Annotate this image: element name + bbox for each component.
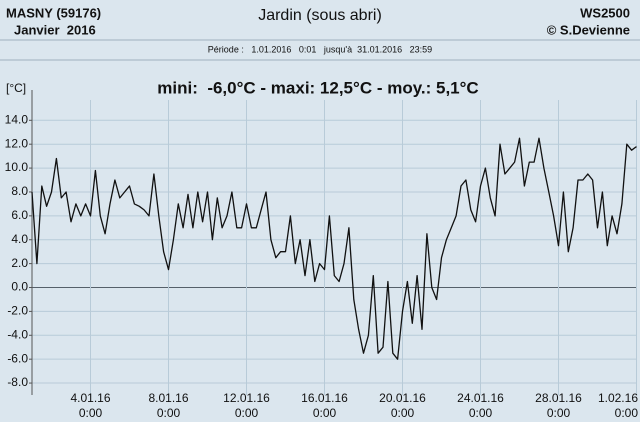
y-tick-label: -2.0 bbox=[7, 304, 28, 318]
x-tick-label: 1.02.16 0:00 bbox=[598, 391, 638, 420]
x-tick-label: 28.01.16 0:00 bbox=[535, 391, 582, 420]
y-tick-label: 2.0 bbox=[11, 256, 28, 270]
x-tick-label-part: 0:00 bbox=[469, 406, 493, 420]
x-tick-label-part: 0:00 bbox=[615, 406, 639, 420]
y-tick-label: 8.0 bbox=[11, 184, 28, 198]
x-tick-label-part: 12.01.16 bbox=[223, 391, 270, 405]
y-tick-label: -6.0 bbox=[7, 351, 28, 365]
x-tick-label-part: 16.01.16 bbox=[301, 391, 348, 405]
y-tick-label: -4.0 bbox=[7, 327, 28, 341]
x-tick-label-part: 0:00 bbox=[157, 406, 181, 420]
x-tick-label-part: 28.01.16 bbox=[535, 391, 582, 405]
period: Période : 1.01.2016 0:01 jusqu'à 31.01.2… bbox=[208, 44, 432, 54]
y-tick-label: 10.0 bbox=[5, 160, 29, 174]
subtitle: mini: -6,0°C - maxi: 12,5°C - moy.: 5,1°… bbox=[157, 78, 478, 97]
x-tick-label-part: 24.01.16 bbox=[457, 391, 504, 405]
temperature-line bbox=[31, 137, 637, 360]
y-axis-label: [°C] bbox=[6, 81, 26, 95]
x-tick-label-part: 0:00 bbox=[391, 406, 415, 420]
device: WS2500 bbox=[580, 5, 630, 20]
chart-title: Jardin (sous abri) bbox=[258, 7, 382, 24]
x-tick-label-part: 0:00 bbox=[547, 406, 571, 420]
x-tick-label: 12.01.16 0:00 bbox=[223, 391, 270, 420]
y-tick-label: 4.0 bbox=[11, 232, 28, 246]
period-label: Janvier 2016 bbox=[14, 22, 96, 37]
x-tick-label-part: 20.01.16 bbox=[379, 391, 426, 405]
x-tick-label: 16.01.16 0:00 bbox=[301, 391, 348, 420]
x-tick-label-part: 0:00 bbox=[235, 406, 259, 420]
y-tick-label: 6.0 bbox=[11, 208, 28, 222]
station: MASNY (59176) bbox=[6, 5, 101, 20]
x-tick-label: 20.01.16 0:00 bbox=[379, 391, 426, 420]
x-tick-label-part: 0:00 bbox=[79, 406, 103, 420]
x-tick-label: 8.01.16 0:00 bbox=[148, 391, 188, 420]
author: © S.Devienne bbox=[547, 22, 630, 37]
x-tick-label-part: 1.02.16 bbox=[598, 391, 638, 405]
x-tick-label-part: 0:00 bbox=[313, 406, 337, 420]
x-tick-label: 24.01.16 0:00 bbox=[457, 391, 504, 420]
x-tick-label-part: 4.01.16 bbox=[70, 391, 110, 405]
x-tick-label: 4.01.16 0:00 bbox=[70, 391, 110, 420]
y-tick-label: 12.0 bbox=[5, 136, 29, 150]
y-tick-label: 0.0 bbox=[11, 280, 28, 294]
x-tick-label-part: 8.01.16 bbox=[148, 391, 188, 405]
y-tick-label: 14.0 bbox=[5, 112, 29, 126]
y-tick-label: -8.0 bbox=[7, 375, 28, 389]
